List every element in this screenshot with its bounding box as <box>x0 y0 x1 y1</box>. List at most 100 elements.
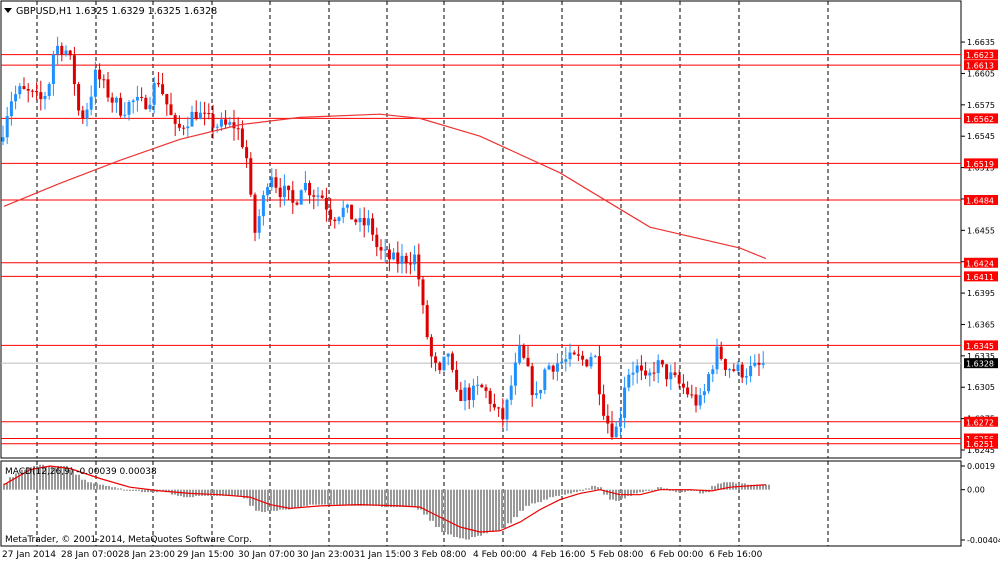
macd-bar <box>105 485 107 490</box>
candle-body <box>186 126 190 129</box>
macd-bar <box>99 484 101 490</box>
candle-body <box>480 384 484 388</box>
candle-body <box>644 370 648 376</box>
macd-bar <box>636 489 638 494</box>
macd-bar <box>138 489 140 491</box>
candles <box>1 36 765 440</box>
macd-indicator-area[interactable] <box>3 461 829 546</box>
macd-bar <box>486 489 488 534</box>
macd-bar <box>504 489 506 529</box>
level-badge-label: 1.6424 <box>966 259 994 268</box>
macd-bar <box>21 469 23 490</box>
candle-body <box>450 353 454 370</box>
macd-bar <box>540 489 542 503</box>
candle-body <box>740 364 744 378</box>
macd-bar <box>435 489 437 528</box>
level-badge-label: 1.6484 <box>966 197 994 206</box>
macd-bar <box>255 489 257 511</box>
macd-bar <box>150 489 152 493</box>
macd-bar <box>468 489 470 540</box>
candle-body <box>614 426 618 438</box>
candle-body <box>631 372 635 375</box>
macd-bar <box>483 489 485 534</box>
macd-bar <box>159 489 161 491</box>
candle-body <box>123 114 127 116</box>
candle-body <box>677 375 681 384</box>
chart-title: GBPUSD,H1 1.6325 1.6329 1.6325 1.6328 <box>16 6 217 17</box>
macd-bar <box>147 489 149 493</box>
macd-bar <box>702 489 704 494</box>
macd-bar <box>627 489 629 496</box>
macd-bar <box>666 488 668 490</box>
macd-bar <box>204 489 206 496</box>
candle-body <box>623 387 627 418</box>
macd-bar <box>585 488 587 490</box>
macd-bar <box>363 489 365 506</box>
level-badge-label: 1.6251 <box>966 440 994 449</box>
candle-body <box>501 408 505 420</box>
macd-bar <box>768 484 770 490</box>
macd-bar <box>42 464 44 490</box>
candle-body <box>135 96 139 101</box>
x-axis-label: 4 Feb 16:00 <box>532 550 586 560</box>
macd-bar <box>420 489 422 510</box>
macd-bar <box>759 484 761 490</box>
candle-body <box>337 217 341 222</box>
macd-bar <box>57 466 59 490</box>
level-badge <box>964 416 998 427</box>
macd-bar <box>87 482 89 490</box>
macd-panel-frame <box>0 460 962 547</box>
macd-bar <box>561 489 563 495</box>
macd-bar <box>216 489 218 496</box>
macd-bar <box>276 489 278 511</box>
macd-bar <box>90 482 92 490</box>
candle-body <box>203 112 207 114</box>
macd-bar <box>96 483 98 490</box>
candle-body <box>673 372 677 376</box>
candle-body <box>392 252 396 260</box>
candle-body <box>639 365 643 371</box>
candle-body <box>417 254 421 280</box>
macd-bar <box>318 489 320 505</box>
macd-bar <box>81 479 83 490</box>
macd-bar <box>213 489 215 496</box>
macd-bar <box>285 489 287 510</box>
candle-body <box>509 385 513 400</box>
macd-bar <box>393 489 395 508</box>
macd-bar <box>240 489 242 496</box>
candle-body <box>224 119 228 125</box>
macd-bar <box>345 489 347 505</box>
macd-bar <box>309 489 311 505</box>
macd-bar <box>18 473 20 490</box>
macd-bar <box>129 489 131 491</box>
y-axis-label: 1.6455 <box>967 226 995 235</box>
candle-body <box>732 369 736 371</box>
macd-bar <box>279 489 281 510</box>
candle-body <box>232 122 236 129</box>
candle-body <box>505 399 509 420</box>
level-badge-label: 1.6562 <box>966 115 994 124</box>
main-panel-frame <box>0 0 962 459</box>
candle-body <box>694 394 698 406</box>
candle-body <box>345 204 349 208</box>
main-chart-area[interactable] <box>1 1 961 458</box>
candle-body <box>442 356 446 371</box>
candle-body <box>161 84 165 95</box>
macd-bar <box>48 466 50 490</box>
macd-bar <box>660 487 662 490</box>
macd-bar <box>378 489 380 506</box>
macd-bar <box>498 489 500 531</box>
macd-bar <box>114 487 116 490</box>
macd-bar <box>552 489 554 498</box>
macd-bar <box>633 489 635 494</box>
macd-bar <box>711 485 713 490</box>
candle-body <box>585 359 589 367</box>
macd-bar <box>381 489 383 508</box>
macd-bar <box>648 489 650 491</box>
macd-bar <box>510 489 512 524</box>
x-axis-label: 27 Jan 2014 <box>2 550 56 560</box>
level-badge <box>964 113 998 124</box>
candle-body <box>354 219 358 223</box>
candle-body <box>492 403 496 408</box>
macd-bar <box>726 482 728 490</box>
